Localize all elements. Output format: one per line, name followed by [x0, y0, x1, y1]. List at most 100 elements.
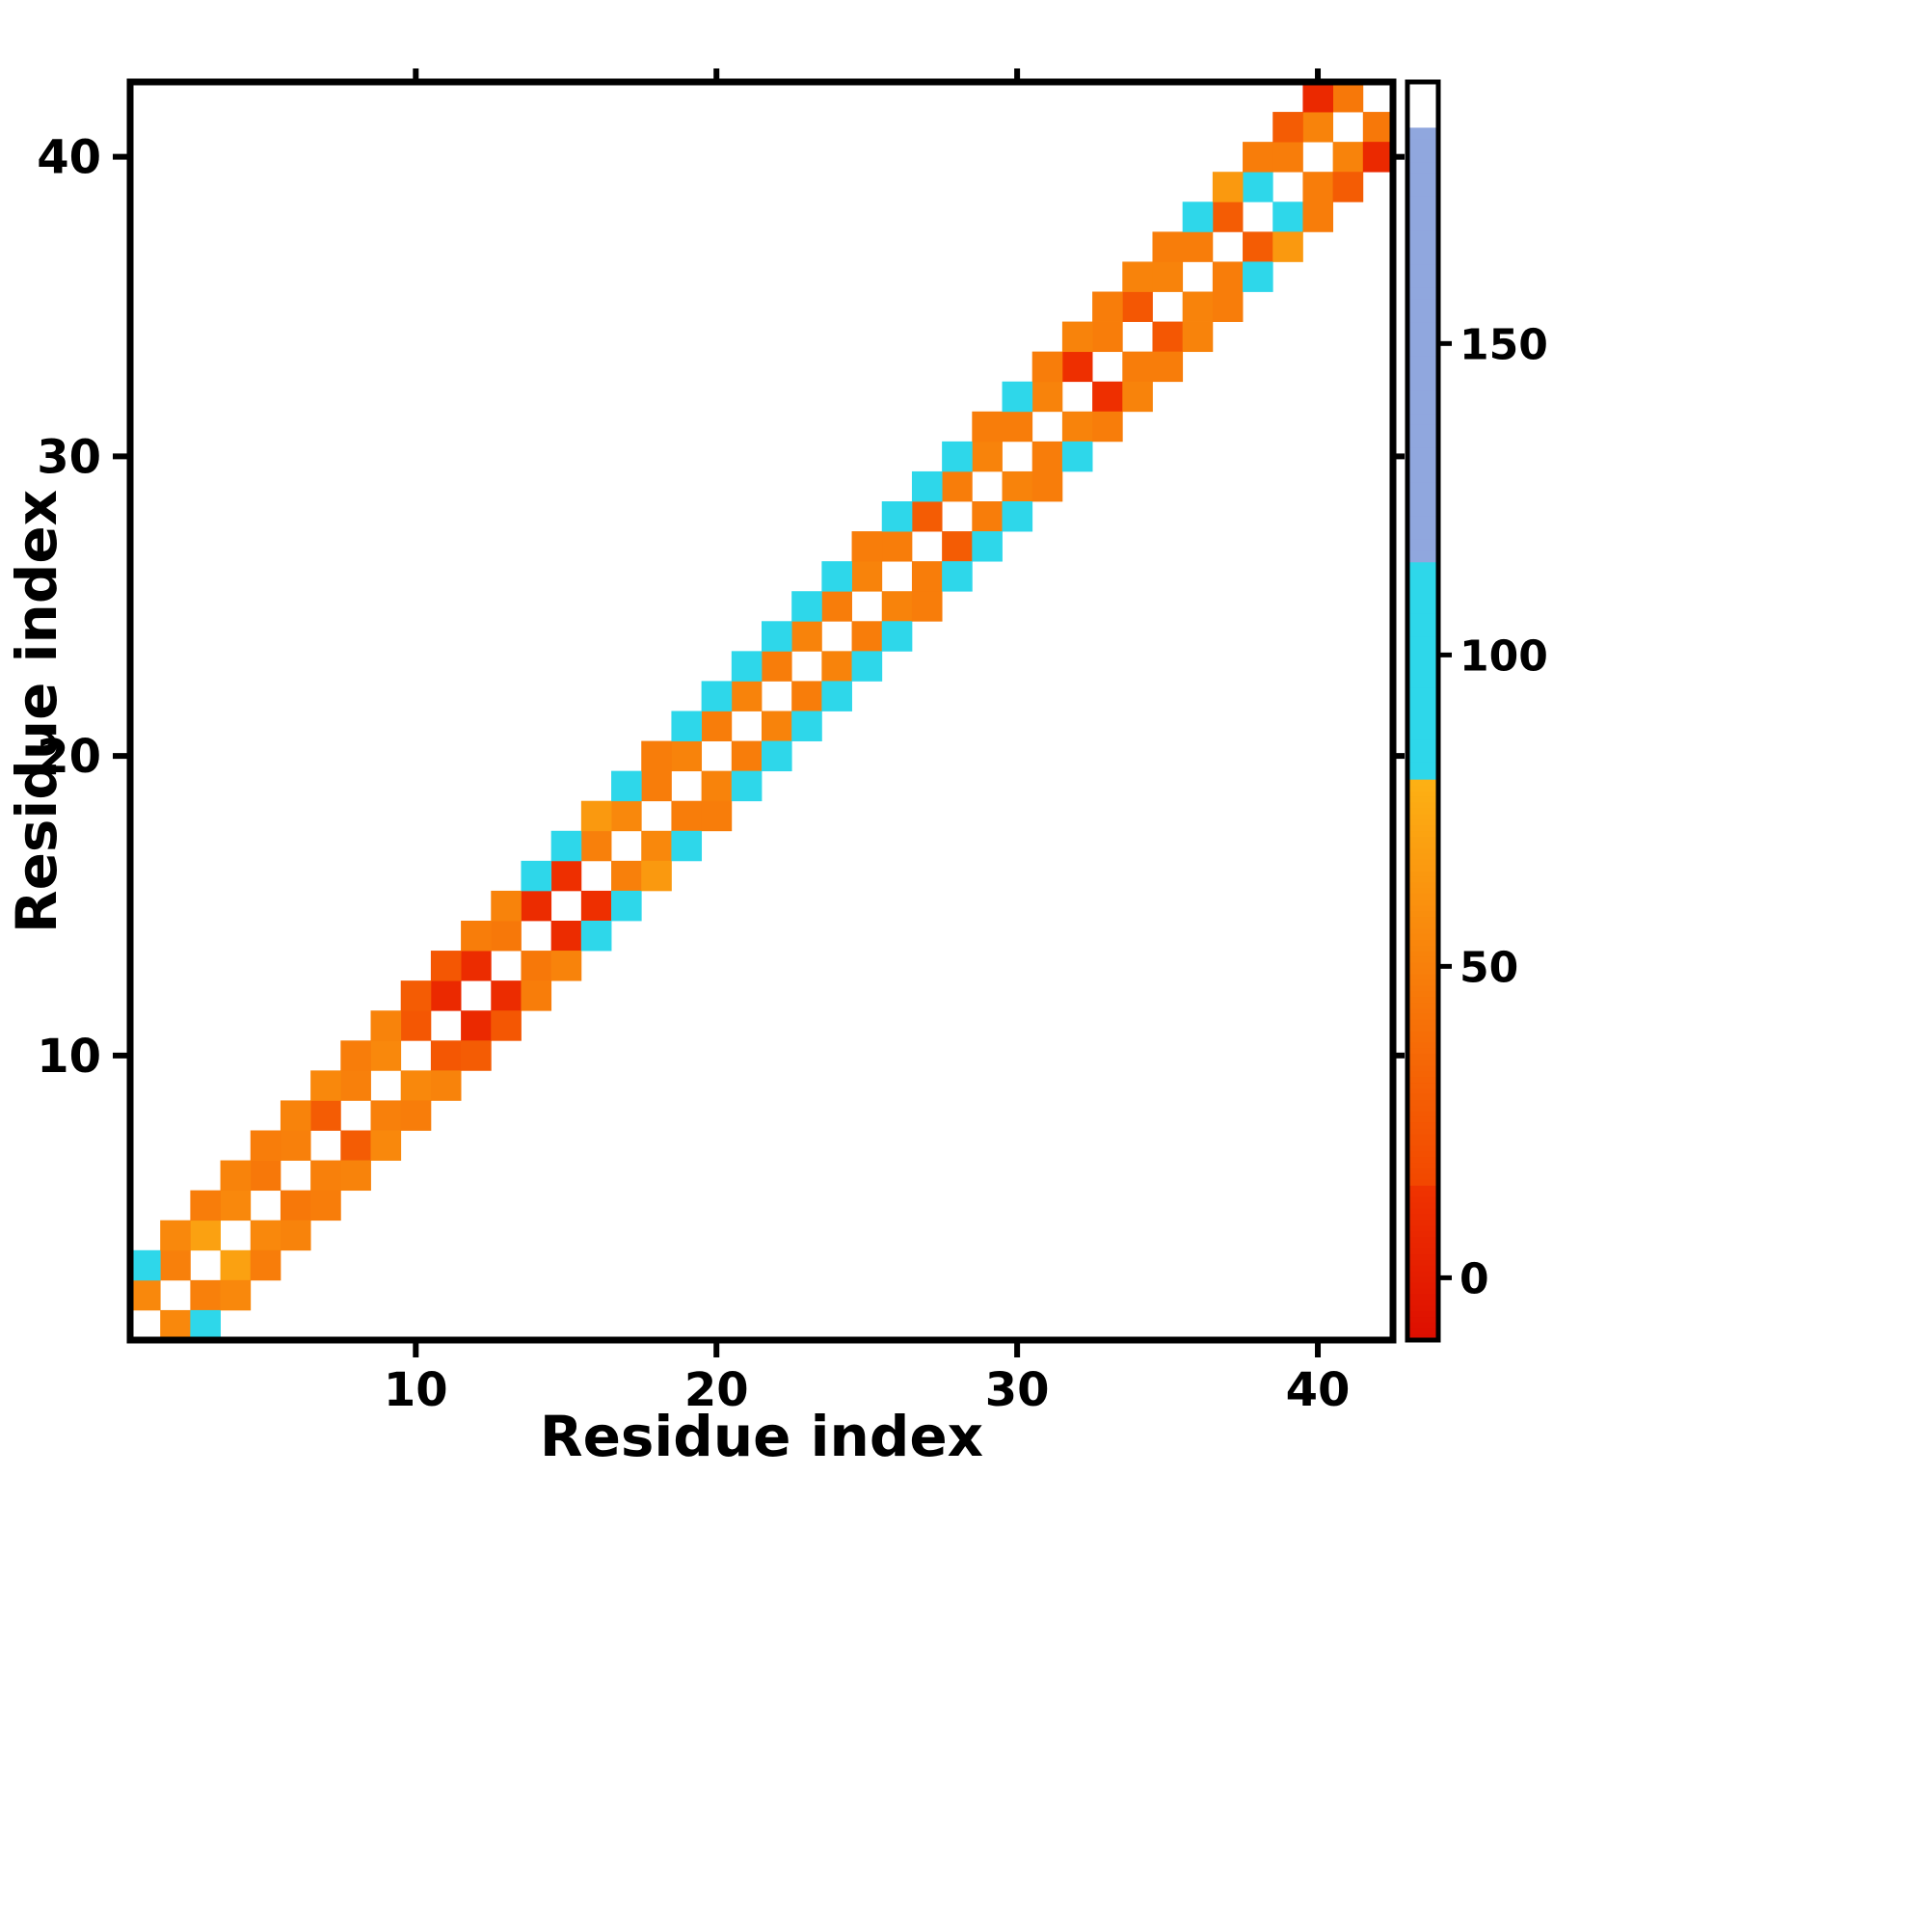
colorbar-gradient-step	[1407, 139, 1438, 146]
colorbar-gradient-step	[1407, 1093, 1438, 1101]
colorbar-tick-label: 100	[1459, 631, 1548, 681]
colorbar-gradient-step	[1407, 676, 1438, 684]
heatmap-cell	[400, 1100, 432, 1131]
colorbar-gradient-step	[1407, 121, 1438, 129]
x-tick-label: 40	[1286, 1363, 1351, 1417]
colorbar-gradient-step	[1407, 1128, 1438, 1136]
heatmap-cell	[851, 621, 883, 652]
colorbar-gradient-step	[1407, 1225, 1438, 1232]
x-tick-label: 30	[985, 1363, 1050, 1417]
colorbar-gradient-step	[1407, 1248, 1438, 1255]
heatmap-cell	[911, 561, 943, 592]
colorbar-gradient-step	[1407, 847, 1438, 855]
colorbar-gradient-step	[1407, 1065, 1438, 1072]
heatmap-cell	[461, 951, 492, 981]
colorbar-gradient-step	[1407, 242, 1438, 249]
colorbar-gradient-step	[1407, 751, 1438, 758]
heatmap-cell	[1002, 501, 1033, 532]
colorbar-gradient-step	[1407, 1305, 1438, 1312]
colorbar-gradient-step	[1407, 499, 1438, 506]
colorbar-gradient-step	[1407, 619, 1438, 627]
colorbar-gradient-step	[1407, 1294, 1438, 1301]
colorbar-gradient-step	[1407, 258, 1438, 266]
colorbar-gradient-step	[1407, 1202, 1438, 1210]
colorbar-gradient-step	[1407, 362, 1438, 369]
heatmap-cell	[550, 921, 582, 952]
colorbar-gradient-step	[1407, 510, 1438, 518]
colorbar-gradient-step	[1407, 1105, 1438, 1113]
colorbar-gradient-step	[1407, 687, 1438, 695]
x-axis-label: Residue index	[540, 1404, 983, 1469]
colorbar-gradient-step	[1407, 219, 1438, 226]
colorbar: 0 50 100 150	[1405, 79, 1548, 1343]
colorbar-gradient-step	[1407, 1231, 1438, 1238]
colorbar-gradient-step	[1407, 734, 1438, 740]
colorbar-gradient-step	[1407, 842, 1438, 849]
colorbar-gradient-step	[1407, 625, 1438, 632]
colorbar-gradient-step	[1407, 933, 1438, 941]
heatmap-cell	[1243, 172, 1273, 202]
heatmap-cell	[641, 830, 672, 862]
heatmap-cell	[641, 740, 672, 772]
heatmap-cell	[1002, 411, 1033, 443]
colorbar-gradient-step	[1407, 470, 1438, 477]
colorbar-gradient-step	[1407, 516, 1438, 523]
colorbar-gradient-step	[1407, 385, 1438, 391]
colorbar-gradient-step	[1407, 585, 1438, 592]
heatmap-cell	[611, 890, 642, 922]
colorbar-gradient-step	[1407, 379, 1438, 386]
heatmap-cell	[1272, 142, 1303, 173]
heatmap-cell	[310, 1070, 341, 1101]
colorbar-gradient-step	[1407, 156, 1438, 163]
colorbar-gradient-step	[1407, 1151, 1438, 1158]
colorbar-gradient-step	[1407, 453, 1438, 461]
colorbar-gradient-step	[1407, 201, 1438, 209]
heatmap-cell	[972, 441, 1003, 472]
heatmap-cell	[430, 1040, 462, 1071]
colorbar-gradient-step	[1407, 711, 1438, 718]
colorbar-gradient-step	[1407, 648, 1438, 655]
colorbar-gradient-step	[1407, 442, 1438, 449]
colorbar-gradient-step	[1407, 1265, 1438, 1273]
heatmap-cell	[701, 770, 733, 802]
heatmap-cell	[280, 1130, 311, 1161]
colorbar-gradient-step	[1407, 962, 1438, 970]
colorbar-gradient-step	[1407, 282, 1438, 289]
heatmap-cell	[220, 1190, 252, 1221]
heatmap-cell	[942, 470, 973, 502]
colorbar-gradient-step	[1407, 1300, 1438, 1307]
heatmap-cell	[550, 830, 582, 862]
heatmap-cell	[611, 860, 642, 892]
colorbar-gradient-step	[1407, 1168, 1438, 1175]
heatmap-cell	[340, 1130, 371, 1161]
colorbar-gradient-step	[1407, 270, 1438, 278]
heatmap-cell	[400, 1010, 432, 1041]
heatmap-cell	[491, 980, 522, 1011]
heatmap-cell	[1092, 321, 1123, 353]
x-tick-label: 10	[384, 1363, 448, 1417]
heatmap-cell	[1031, 441, 1063, 472]
colorbar-gradient-step	[1407, 693, 1438, 701]
heatmap-cell	[671, 740, 703, 772]
heatmap-cell	[340, 1070, 371, 1101]
y-tick-label: 20	[37, 730, 101, 784]
heatmap-cell	[762, 621, 792, 652]
colorbar-gradient-step	[1407, 814, 1438, 820]
colorbar-gradient-step	[1407, 1116, 1438, 1124]
y-tick-label: 40	[37, 131, 101, 185]
heatmap-cell	[671, 711, 703, 741]
heatmap-cell	[461, 1010, 492, 1041]
colorbar-gradient-step	[1407, 116, 1438, 123]
heatmap-cell	[701, 681, 733, 711]
heatmap-cell	[1212, 261, 1244, 292]
colorbar-gradient-step	[1407, 367, 1438, 375]
colorbar-gradient-step	[1407, 1071, 1438, 1078]
y-tick-label: 30	[37, 430, 101, 484]
heatmap-cell	[1302, 201, 1334, 232]
colorbar-gradient-step	[1407, 127, 1438, 134]
heatmap-cell	[280, 1220, 311, 1251]
colorbar-gradient-step	[1407, 459, 1438, 467]
colorbar-gradient-step	[1407, 150, 1438, 157]
colorbar-gradient-step	[1407, 334, 1438, 340]
